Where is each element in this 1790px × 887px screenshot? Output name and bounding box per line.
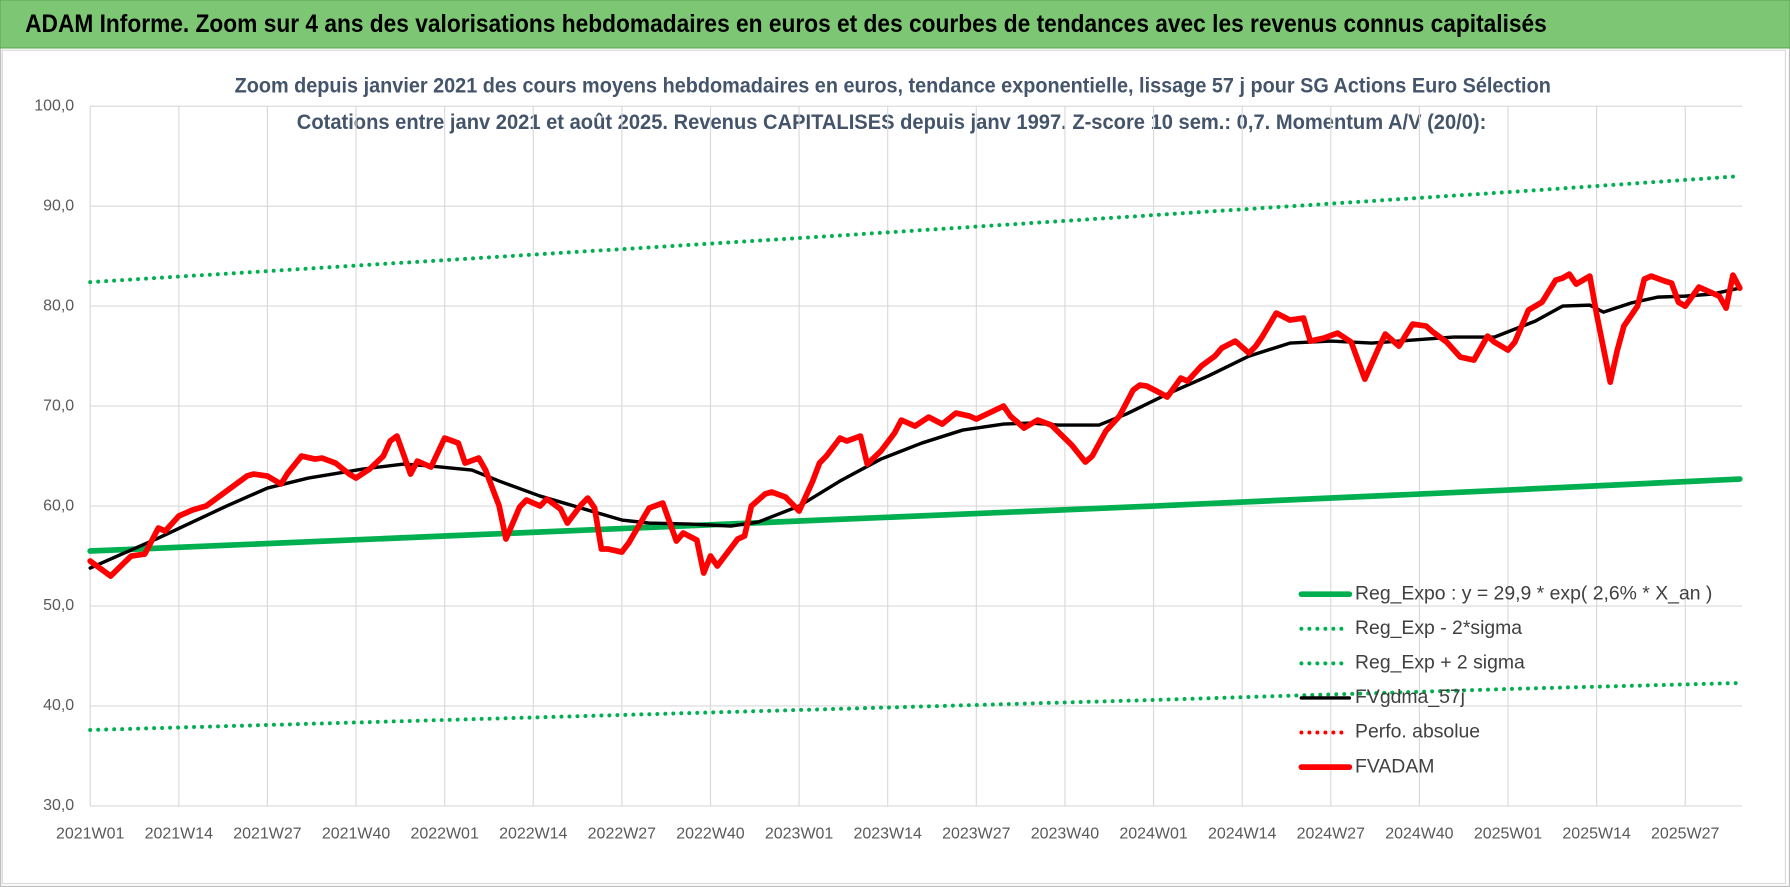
y-tick-label: 90,0 (43, 197, 74, 214)
x-tick-label: 2023W14 (854, 826, 922, 843)
y-tick-label: 70,0 (43, 397, 74, 414)
x-tick-label: 2025W27 (1651, 826, 1719, 843)
y-tick-label: 30,0 (43, 797, 74, 814)
x-tick-label: 2022W27 (588, 826, 656, 843)
x-tick-label: 2021W27 (233, 826, 301, 843)
chart-area (1, 49, 1786, 885)
x-tick-label: 2022W40 (676, 826, 744, 843)
x-tick-label: 2022W14 (499, 826, 567, 843)
grid: 30,0 40,0 50,0 60,0 70,0 80,0 90,0 100,0 2021W01… (34, 97, 1743, 843)
x-tick-label: 2023W40 (1031, 826, 1099, 843)
x-tick-label: 2023W27 (942, 826, 1010, 843)
series-line (88, 680, 1742, 732)
x-tick-label: 2024W40 (1385, 826, 1453, 843)
legend-label: Reg_Exp + 2 sigma (1355, 651, 1525, 673)
legend-label: Perfo. absolue (1355, 721, 1480, 743)
x-tick-label: 2025W01 (1474, 826, 1542, 843)
y-tick-label: 40,0 (43, 697, 74, 714)
x-tick-label: 2024W01 (1119, 826, 1187, 843)
chart-subtitle: Cotations entre janv 2021 et août 2025. … (297, 109, 1487, 134)
x-tick-label: 2021W01 (56, 826, 124, 843)
legend-label: FVgdma_57j (1355, 686, 1465, 708)
legend-label: Reg_Exp - 2*sigma (1355, 617, 1522, 639)
series-line (87, 271, 1743, 579)
y-tick-label: 100,0 (34, 97, 74, 114)
series-line (88, 286, 1742, 570)
x-tick-label: 2024W14 (1208, 826, 1276, 843)
header-bar (0, 0, 1790, 49)
y-tick-label: 50,0 (43, 597, 74, 614)
series-line (87, 476, 1743, 554)
chart-title: Zoom depuis janvier 2021 des cours moyen… (235, 72, 1551, 97)
x-tick-label: 2024W27 (1297, 826, 1365, 843)
x-tick-label: 2021W40 (322, 826, 390, 843)
x-tick-label: 2025W14 (1562, 826, 1630, 843)
series-line (88, 174, 1742, 285)
plot-lines (87, 174, 1743, 732)
legend-label: FVADAM (1355, 755, 1434, 777)
x-tick-label: 2022W01 (410, 826, 478, 843)
x-tick-label: 2021W14 (145, 826, 213, 843)
legend-label: Reg_Expo : y = 29,9 * exp( 2,6% * X_an ) (1355, 582, 1712, 604)
x-tick-label: 2023W01 (765, 826, 833, 843)
y-tick-label: 60,0 (43, 497, 74, 514)
legend: Reg_Expo : y = 29,9 * exp( 2,6% * X_an )… (1298, 582, 1712, 777)
y-tick-label: 80,0 (43, 297, 74, 314)
header-title: ADAM Informe. Zoom sur 4 ans des valoris… (25, 10, 1547, 38)
